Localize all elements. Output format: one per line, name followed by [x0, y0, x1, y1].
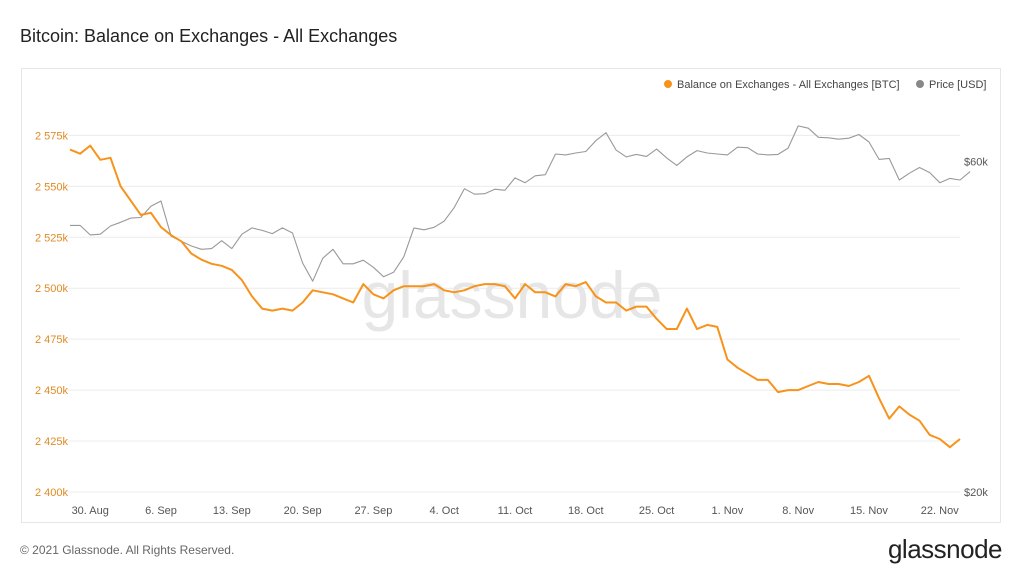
x-tick-label: 25. Oct	[639, 505, 674, 517]
x-tick-label: 20. Sep	[284, 505, 322, 517]
legend-label-balance[interactable]: Balance on Exchanges - All Exchanges [BT…	[677, 79, 900, 91]
x-tick-label: 6. Sep	[145, 505, 177, 517]
y-right-tick-label: $60k	[964, 156, 988, 168]
legend[interactable]: Balance on Exchanges - All Exchanges [BT…	[664, 79, 986, 91]
x-tick-label: 18. Oct	[568, 505, 603, 517]
y-right-tick-label: $20k	[964, 487, 988, 499]
y-left-tick-label: 2 500k	[35, 283, 69, 295]
x-tick-label: 1. Nov	[711, 505, 743, 517]
y-left-tick-label: 2 475k	[35, 334, 69, 346]
axes: 2 400k 2 425k 2 450k 2 475k 2 500k 2 525k 2 55…	[35, 130, 988, 517]
y-left-tick-label: 2 425k	[35, 436, 69, 448]
legend-marker-price[interactable]	[916, 80, 924, 88]
chart-title: Bitcoin: Balance on Exchanges - All Exch…	[20, 26, 398, 46]
legend-label-price[interactable]: Price [USD]	[929, 79, 986, 91]
x-tick-label: 22. Nov	[921, 505, 959, 517]
glassnode-logo[interactable]: glassnode	[887, 534, 1003, 564]
y-left-tick-label: 2 400k	[35, 487, 69, 499]
y-left-tick-label: 2 575k	[35, 130, 69, 142]
x-tick-label: 15. Nov	[850, 505, 888, 517]
y-left-tick-label: 2 525k	[35, 232, 69, 244]
x-tick-label: 13. Sep	[213, 505, 251, 517]
legend-marker-balance[interactable]	[664, 80, 672, 88]
x-tick-label: 4. Oct	[430, 505, 459, 517]
grid	[68, 134, 960, 493]
x-tick-label: 11. Oct	[498, 505, 533, 517]
y-left-tick-label: 2 450k	[35, 385, 69, 397]
chart-panel	[21, 68, 1001, 523]
series-layer	[69, 125, 971, 449]
y-left-tick-label: 2 550k	[35, 181, 69, 193]
copyright-text: © 2021 Glassnode. All Rights Reserved.	[20, 543, 235, 557]
x-tick-label: 30. Aug	[72, 505, 109, 517]
x-tick-label: 8. Nov	[782, 505, 814, 517]
balance-series-line[interactable]	[69, 144, 961, 449]
x-tick-label: 27. Sep	[354, 505, 392, 517]
price-series-line[interactable]	[70, 125, 971, 282]
